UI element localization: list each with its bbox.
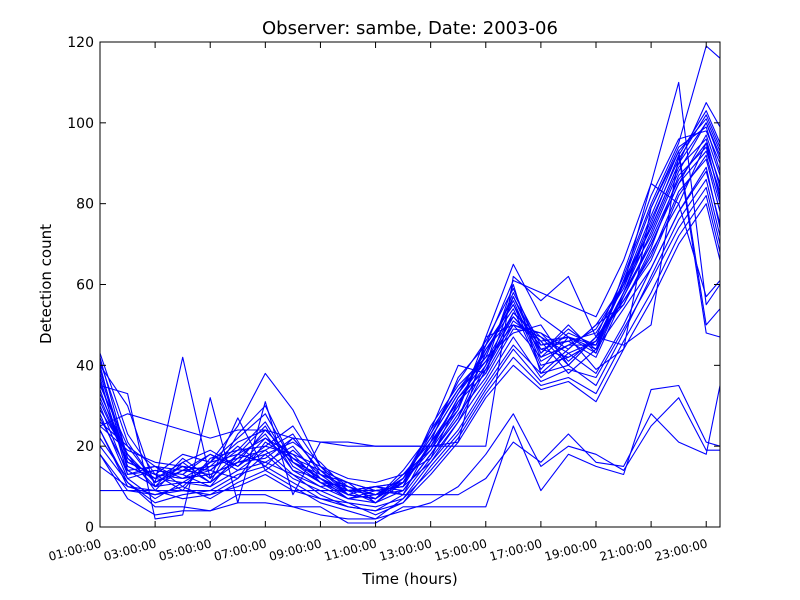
y-tick-label-1: 20 (76, 439, 94, 455)
series-line-30 (99, 182, 721, 492)
series-layer (99, 45, 721, 524)
series-line-24 (99, 81, 721, 484)
series-line-22 (99, 195, 721, 520)
series-line-29 (99, 397, 720, 520)
y-tick-label-5: 100 (67, 116, 94, 132)
x-axis-label: Time (hours) (361, 570, 457, 588)
y-tick-label-4: 80 (76, 197, 94, 213)
series-line-20 (99, 166, 721, 512)
y-tick-label-2: 40 (76, 358, 94, 374)
series-line-14 (99, 142, 721, 492)
series-line-26 (99, 154, 721, 447)
y-tick-label-0: 0 (85, 520, 94, 536)
series-line-17 (99, 122, 721, 492)
series-line-27 (100, 385, 721, 496)
series-line-18 (99, 150, 721, 500)
series-line-8 (99, 118, 721, 500)
chart-title: Observer: sambe, Date: 2003-06 (262, 18, 558, 39)
y-tick-label-6: 120 (67, 35, 94, 51)
y-tick-label-3: 60 (76, 278, 94, 294)
y-axis-label: Detection count (37, 224, 55, 344)
y-axis: 0 20 40 60 80 100 120 (67, 35, 720, 536)
